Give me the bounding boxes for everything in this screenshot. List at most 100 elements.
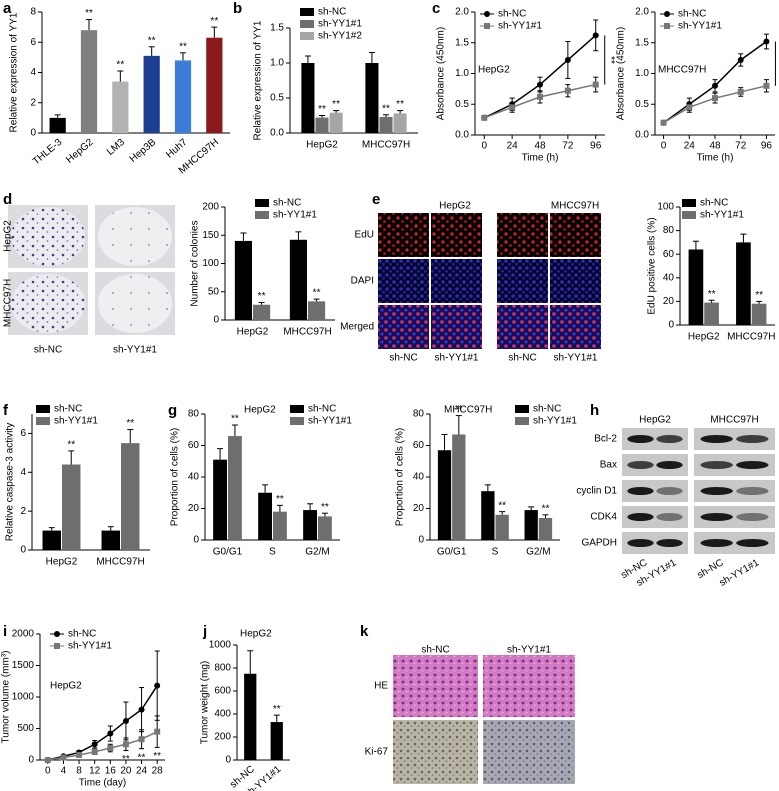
bar [234, 240, 252, 320]
column-label: sh-YY1#1 [554, 353, 598, 364]
point [44, 757, 51, 763]
y-tick-label: 40 [663, 272, 675, 283]
bar [174, 60, 192, 133]
significance-label: ** [776, 60, 779, 68]
bar [318, 516, 332, 540]
blot-band [656, 435, 683, 443]
point [138, 736, 145, 743]
y-tick-label: 60 [188, 440, 200, 451]
bar [736, 242, 751, 325]
y-tick-label: 1.0 [635, 68, 649, 79]
y-axis-title: EdU positive cells (%) [647, 217, 658, 314]
significance-label: ** [755, 290, 763, 301]
x-axis-title: Time (h) [697, 153, 734, 164]
blot-band [656, 539, 683, 547]
legend-label: sh-YY1#1 [498, 21, 542, 32]
bar [379, 116, 393, 133]
column-label: sh-YY1#1 [507, 645, 551, 656]
bar [303, 510, 317, 540]
y-axis-title: Absorbance (450nm) [616, 27, 627, 120]
y-tick-label: 600 [214, 686, 231, 697]
bar [228, 436, 242, 540]
y-tick-label: 1.5 [635, 37, 649, 48]
legend-swatch [515, 417, 529, 425]
blot [622, 454, 688, 476]
significance-label: ** [273, 704, 281, 715]
y-tick-label: 60 [663, 249, 675, 260]
legend-swatch [255, 211, 269, 219]
colony-dish [11, 207, 85, 266]
point [737, 88, 744, 95]
x-tick-label: S [269, 547, 276, 558]
significance-label: ** [708, 289, 716, 300]
significance-label: ** [231, 414, 239, 425]
y-tick-label: 2.0 [455, 7, 469, 18]
legend-label: sh-NC [308, 404, 336, 415]
blot-band [700, 513, 733, 521]
x-tick-label: 28 [152, 766, 164, 777]
microscopy-image [378, 259, 429, 303]
bar [437, 450, 452, 540]
significance-label: ** [122, 754, 130, 765]
blot-band [700, 487, 733, 495]
significance-label: ** [542, 503, 550, 514]
y-tick-label: 6 [30, 37, 36, 48]
bar [62, 464, 81, 550]
microscopy-image [378, 305, 429, 349]
column-label: sh-YY1#1 [113, 345, 157, 356]
blot-band [656, 487, 683, 495]
significance-label: ** [85, 8, 93, 19]
inset-label: MHCC97H [444, 405, 492, 416]
chart-title: HepG2 [240, 629, 272, 640]
y-tick-label: 6 [20, 428, 26, 439]
y-tick-label: 8 [30, 7, 36, 18]
inset-label: HepG2 [50, 681, 82, 692]
y-tick-label: 20 [188, 503, 200, 514]
blot [622, 480, 688, 502]
point [91, 741, 98, 748]
x-tick-label: MHCC97H [283, 327, 331, 338]
y-tick-label: 0 [668, 320, 674, 331]
blot-band [627, 539, 654, 547]
blot-band [700, 435, 733, 443]
x-tick-label: 24 [507, 141, 519, 152]
row-label: CDK4 [590, 512, 617, 523]
point [122, 741, 129, 748]
y-axis-title: Tumor volume (mm³) [1, 651, 12, 744]
x-tick-label: HepG2 [46, 557, 78, 568]
significance-label: ** [318, 104, 326, 115]
x-tick-label: G0/G1 [213, 547, 243, 558]
point [763, 38, 770, 45]
x-tick-label: MHCC97H [727, 332, 775, 343]
bar [315, 117, 329, 133]
y-tick-label: 20 [413, 503, 425, 514]
column-label: HepG2 [639, 415, 671, 426]
x-tick-label: MHCC97H [96, 557, 144, 568]
legend-label: sh-NC [318, 7, 346, 18]
column-label: sh-YY1#1 [435, 353, 479, 364]
legend-label: sh-NC [678, 9, 706, 20]
legend-swatch [290, 405, 304, 413]
legend-swatch [300, 8, 314, 16]
bar [121, 443, 140, 550]
point [564, 87, 571, 94]
legend-label: sh-NC [700, 198, 728, 209]
y-tick-label: 0 [28, 755, 34, 766]
x-tick-label: MHCC97H [362, 140, 410, 151]
legend-label: sh-NC [68, 629, 96, 640]
row-label: cyclin D1 [576, 486, 617, 497]
bar [289, 239, 307, 320]
bar [143, 55, 160, 133]
x-tick-label: 8 [76, 766, 82, 777]
point [122, 717, 129, 724]
microscopy-image [550, 213, 601, 257]
y-axis-title: Absorbance (450nm) [436, 27, 447, 120]
blot-band [700, 539, 733, 547]
significance-label: ** [153, 751, 161, 762]
y-tick-label: 2.0 [635, 7, 649, 18]
histology-image [483, 720, 575, 784]
significance-label: ** [382, 103, 390, 114]
bar [524, 510, 538, 540]
panel-letter: j [202, 623, 207, 640]
x-tick-label: 48 [709, 141, 721, 152]
